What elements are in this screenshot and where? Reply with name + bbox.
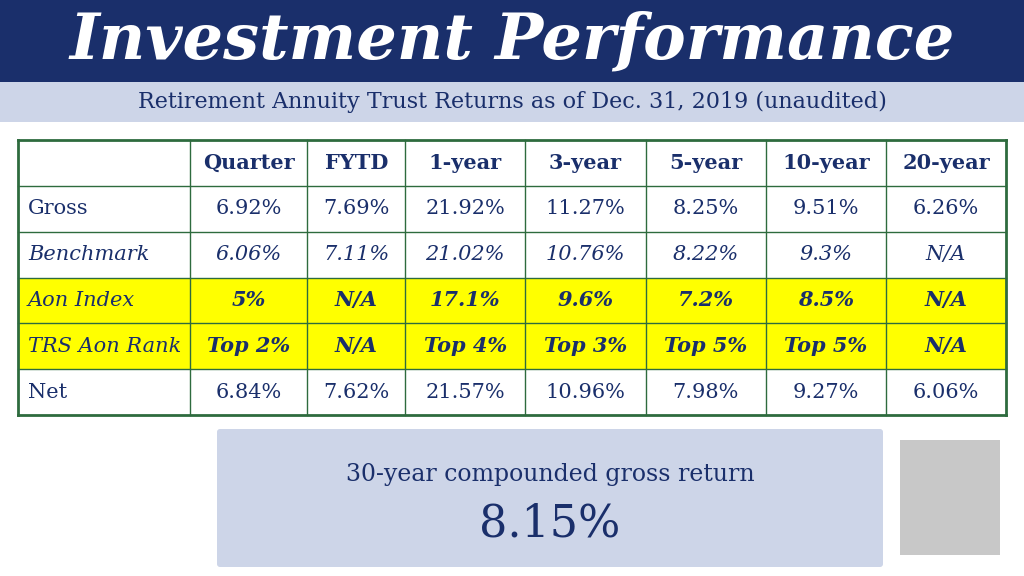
Text: 8.15%: 8.15% (479, 503, 621, 546)
Text: 7.62%: 7.62% (324, 382, 389, 401)
Text: 17.1%: 17.1% (430, 290, 501, 310)
Text: 6.26%: 6.26% (912, 199, 979, 218)
Text: 10.76%: 10.76% (546, 245, 626, 264)
Text: 9.3%: 9.3% (800, 245, 852, 264)
Text: 10-year: 10-year (782, 153, 869, 173)
Text: 8.25%: 8.25% (673, 199, 738, 218)
Text: 7.2%: 7.2% (678, 290, 733, 310)
Text: 8.22%: 8.22% (673, 245, 738, 264)
Bar (18, 278, 1006, 323)
Text: 11.27%: 11.27% (546, 199, 626, 218)
Text: 7.98%: 7.98% (673, 382, 738, 401)
Text: 9.27%: 9.27% (793, 382, 859, 401)
Text: Investment Performance: Investment Performance (70, 10, 954, 72)
Text: 7.69%: 7.69% (323, 199, 389, 218)
Text: Top 5%: Top 5% (664, 336, 748, 356)
Text: 6.06%: 6.06% (216, 245, 282, 264)
Text: 8.5%: 8.5% (798, 290, 854, 310)
Text: 20-year: 20-year (902, 153, 990, 173)
Text: 9.6%: 9.6% (557, 290, 613, 310)
Text: 7.11%: 7.11% (324, 245, 389, 264)
Text: Top 2%: Top 2% (207, 336, 291, 356)
Text: N/A: N/A (925, 290, 968, 310)
Text: 5%: 5% (231, 290, 266, 310)
Bar (18, 323, 1006, 369)
Text: 3-year: 3-year (549, 153, 622, 173)
Text: 1-year: 1-year (429, 153, 502, 173)
Text: FYTD: FYTD (325, 153, 388, 173)
Text: Top 3%: Top 3% (544, 336, 627, 356)
Bar (0, 82, 1024, 122)
Text: N/A: N/A (335, 336, 378, 356)
Text: 30-year compounded gross return: 30-year compounded gross return (346, 463, 755, 486)
Text: 21.57%: 21.57% (425, 382, 505, 401)
Bar (0, 0, 1024, 82)
Text: Gross: Gross (28, 199, 89, 218)
Text: 21.92%: 21.92% (425, 199, 505, 218)
Bar (18, 140, 1006, 415)
Text: 9.51%: 9.51% (793, 199, 859, 218)
Text: N/A: N/A (926, 245, 966, 264)
FancyBboxPatch shape (217, 429, 883, 567)
Text: Quarter: Quarter (203, 153, 295, 173)
Text: 6.84%: 6.84% (216, 382, 282, 401)
Text: 6.92%: 6.92% (216, 199, 282, 218)
Text: N/A: N/A (925, 336, 968, 356)
Text: TRS Aon Rank: TRS Aon Rank (28, 337, 181, 356)
Text: Top 5%: Top 5% (784, 336, 867, 356)
Text: Benchmark: Benchmark (28, 245, 150, 264)
Bar (900, 440, 1000, 555)
Text: 6.06%: 6.06% (912, 382, 979, 401)
Text: 5-year: 5-year (669, 153, 742, 173)
Text: Top 4%: Top 4% (424, 336, 507, 356)
Text: Aon Index: Aon Index (28, 291, 135, 310)
Text: 10.96%: 10.96% (546, 382, 626, 401)
Text: Net: Net (28, 382, 68, 401)
Text: Retirement Annuity Trust Returns as of Dec. 31, 2019 (unaudited): Retirement Annuity Trust Returns as of D… (137, 91, 887, 113)
Text: 21.02%: 21.02% (426, 245, 505, 264)
Text: N/A: N/A (335, 290, 378, 310)
